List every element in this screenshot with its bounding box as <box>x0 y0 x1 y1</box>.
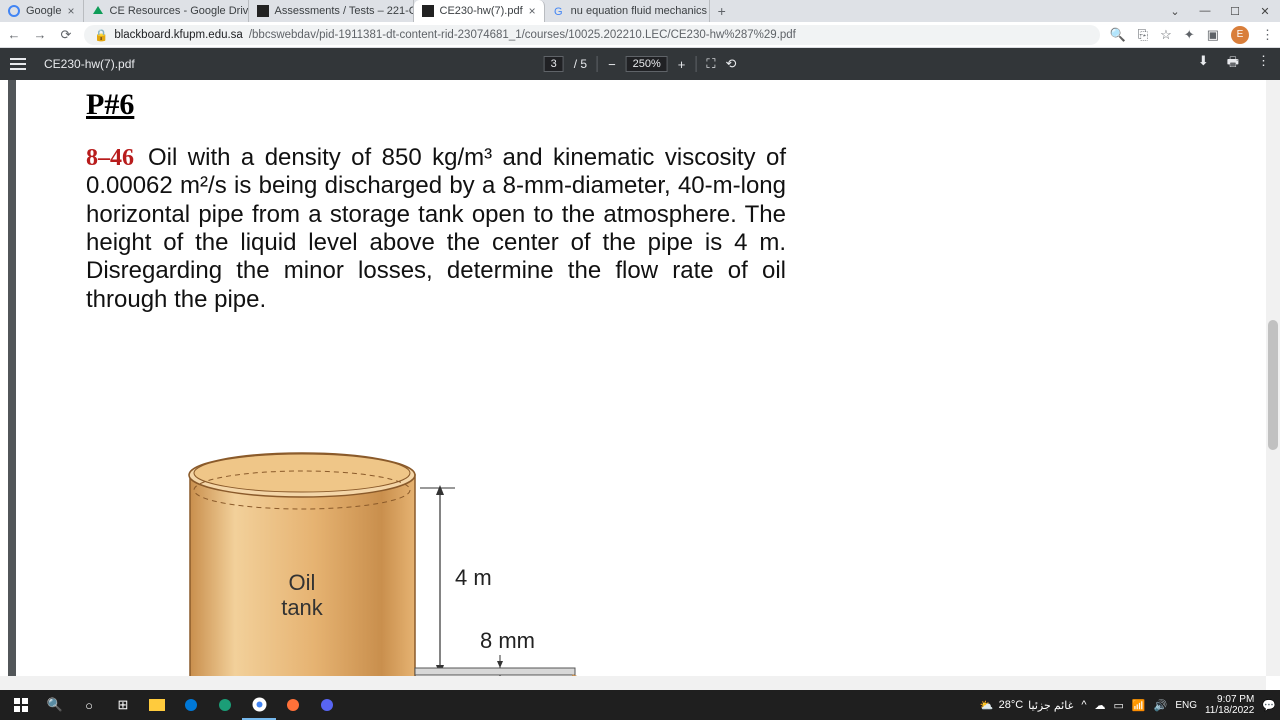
pdf-filename: CE230-hw(7).pdf <box>44 57 135 71</box>
tab-search[interactable]: G nu equation fluid mechanics - G… × <box>545 0 710 22</box>
page-current-input[interactable]: 3 <box>544 56 564 72</box>
chrome-icon[interactable] <box>242 690 276 720</box>
bb-favicon <box>422 5 434 17</box>
tab-assessments[interactable]: Assessments / Tests – 221-CE-2… × <box>249 0 414 22</box>
time: 9:07 PM <box>1205 694 1254 705</box>
reload-button[interactable]: ⟳ <box>58 27 74 43</box>
close-icon[interactable]: × <box>67 4 74 18</box>
weather-widget[interactable]: ⛅ 28°C غائم جزئيا <box>980 699 1073 712</box>
problem-number: 8–46 <box>86 145 134 171</box>
star-icon[interactable]: ☆ <box>1160 27 1172 43</box>
onedrive-icon[interactable]: ☁ <box>1095 699 1106 712</box>
date: 11/18/2022 <box>1205 705 1254 716</box>
battery-icon[interactable]: ▭ <box>1114 699 1124 712</box>
zoom-icon[interactable]: 🔍 <box>1110 27 1126 43</box>
weather-text: غائم جزئيا <box>1028 699 1073 712</box>
tab-label: CE230-hw(7).pdf <box>440 5 523 17</box>
url-host: blackboard.kfupm.edu.sa <box>114 29 243 41</box>
height-label: 4 m <box>455 565 492 590</box>
tab-label: Assessments / Tests – 221-CE-2… <box>275 5 414 17</box>
tab-label: Google <box>26 5 61 17</box>
page-separator: / 5 <box>574 57 587 71</box>
zoom-level-input[interactable]: 250% <box>626 56 668 72</box>
start-button[interactable] <box>4 690 38 720</box>
print-button[interactable]: 🖶 <box>1227 53 1239 75</box>
tab-pdf-active[interactable]: CE230-hw(7).pdf × <box>414 0 545 22</box>
tab-drive[interactable]: CE Resources - Google Drive × <box>84 0 249 22</box>
window-controls: ⌄ — ☐ ✕ <box>1160 0 1280 22</box>
rotate-button[interactable]: ⟲ <box>726 56 737 72</box>
browser-titlebar: Google × CE Resources - Google Drive × A… <box>0 0 1280 22</box>
chevron-down-icon[interactable]: ⌄ <box>1160 0 1190 22</box>
oil-tank-figure: Oil tank 4 m 8 mm <box>180 430 640 690</box>
url-input[interactable]: 🔒 blackboard.kfupm.edu.sa/bbcswebdav/pid… <box>84 25 1100 45</box>
maximize-icon[interactable]: ☐ <box>1220 0 1250 22</box>
forward-button[interactable]: → <box>32 27 48 42</box>
tab-google[interactable]: Google × <box>0 0 84 22</box>
firefox-icon[interactable] <box>276 690 310 720</box>
weather-icon: ⛅ <box>980 699 994 712</box>
panel-icon[interactable]: ▣ <box>1207 27 1219 43</box>
pdf-viewport[interactable]: P#6 8–46Oil with a density of 850 kg/m³ … <box>0 80 1280 690</box>
zoom-in-button[interactable]: + <box>678 57 686 72</box>
horizontal-scrollbar[interactable] <box>0 676 1266 690</box>
problem-heading: P#6 <box>86 88 786 122</box>
new-tab-button[interactable]: + <box>710 0 734 22</box>
close-icon[interactable]: × <box>529 4 536 18</box>
zoom-out-button[interactable]: − <box>608 57 616 72</box>
problem-body: 8–46Oil with a density of 850 kg/m³ and … <box>86 144 786 314</box>
translate-icon[interactable]: ⎘ <box>1138 27 1148 43</box>
tank-label-oil: Oil <box>289 570 316 595</box>
profile-avatar[interactable]: E <box>1231 26 1249 44</box>
cortana-icon[interactable]: ○ <box>72 690 106 720</box>
tab-label: nu equation fluid mechanics - G… <box>571 5 710 17</box>
edge-legacy-icon[interactable] <box>174 690 208 720</box>
divider <box>597 56 598 72</box>
vertical-scrollbar[interactable] <box>1266 80 1280 676</box>
extensions-icon[interactable]: ✦ <box>1184 27 1195 43</box>
diameter-label: 8 mm <box>480 628 535 653</box>
google-favicon <box>8 5 20 17</box>
url-path: /bbcswebdav/pid-1911381-dt-content-rid-2… <box>249 29 796 41</box>
file-explorer-icon[interactable] <box>140 690 174 720</box>
pdf-page-content: P#6 8–46Oil with a density of 850 kg/m³ … <box>86 88 786 314</box>
tank-label-tank: tank <box>281 595 324 620</box>
drive-favicon <box>92 5 104 17</box>
language-indicator[interactable]: ENG <box>1175 700 1197 711</box>
volume-icon[interactable]: 🔊 <box>1154 699 1168 712</box>
edge-icon[interactable] <box>208 690 242 720</box>
problem-text: Oil with a density of 850 kg/m³ and kine… <box>86 144 786 313</box>
svg-text:G: G <box>554 6 563 17</box>
kebab-menu-icon[interactable]: ⋮ <box>1261 27 1274 43</box>
weather-temp: 28°C <box>999 699 1024 711</box>
close-window-icon[interactable]: ✕ <box>1250 0 1280 22</box>
download-button[interactable]: ⬇ <box>1198 53 1209 75</box>
wifi-icon[interactable]: 📶 <box>1132 699 1146 712</box>
address-bar: ← → ⟳ 🔒 blackboard.kfupm.edu.sa/bbcswebd… <box>0 22 1280 48</box>
scrollbar-thumb[interactable] <box>1268 320 1278 450</box>
pdf-toolbar: CE230-hw(7).pdf 3 / 5 − 250% + ⛶ ⟲ ⬇ 🖶 ⋮ <box>0 48 1280 80</box>
divider <box>695 56 696 72</box>
google-favicon: G <box>553 5 565 17</box>
fit-page-button[interactable]: ⛶ <box>706 56 715 72</box>
hamburger-icon[interactable] <box>10 58 26 70</box>
search-icon[interactable]: 🔍 <box>38 690 72 720</box>
clock[interactable]: 9:07 PM 11/18/2022 <box>1205 694 1254 716</box>
windows-taskbar: 🔍 ○ ⊞ ⛅ 28°C غائم جزئيا ^ ☁ ▭ 📶 🔊 ENG 9:… <box>0 690 1280 720</box>
task-view-icon[interactable]: ⊞ <box>106 690 140 720</box>
minimize-icon[interactable]: — <box>1190 0 1220 22</box>
more-menu-button[interactable]: ⋮ <box>1257 53 1270 75</box>
tab-label: CE Resources - Google Drive <box>110 5 249 17</box>
notifications-icon[interactable]: 💬 <box>1262 699 1276 712</box>
tray-chevron-icon[interactable]: ^ <box>1081 699 1086 711</box>
lock-icon: 🔒 <box>94 28 108 42</box>
discord-icon[interactable] <box>310 690 344 720</box>
bb-favicon <box>257 5 269 17</box>
page-shadow <box>8 80 16 690</box>
back-button[interactable]: ← <box>6 27 22 42</box>
